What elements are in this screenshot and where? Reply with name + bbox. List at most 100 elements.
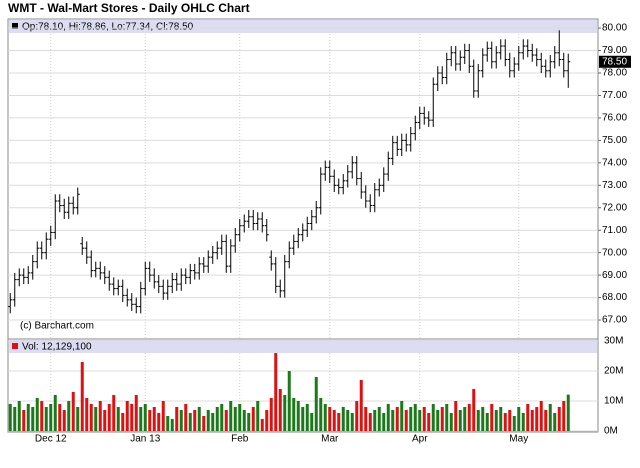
- volume-bar: [553, 413, 557, 431]
- volume-bar: [224, 410, 228, 431]
- volume-bar: [490, 404, 494, 431]
- volume-bar: [256, 401, 260, 431]
- marks: 78.50: [8, 30, 631, 431]
- volume-bar: [409, 407, 413, 431]
- x-tick-label: May: [509, 434, 528, 445]
- volume-bar: [481, 407, 485, 431]
- price-legend-band: [9, 20, 597, 33]
- volume-bar: [247, 413, 251, 431]
- volume-bar: [332, 410, 336, 431]
- volume-bar: [188, 413, 192, 431]
- volume-bar: [125, 401, 129, 431]
- volume-bar: [233, 407, 237, 431]
- volume-bar: [427, 413, 431, 431]
- volume-bar: [467, 404, 471, 431]
- volume-bar: [499, 407, 503, 431]
- volume-bar: [535, 407, 539, 431]
- volume-bar: [98, 401, 102, 431]
- volume-bar: [26, 404, 30, 431]
- volume-tick-label: 30M: [604, 336, 623, 347]
- volume-bar: [386, 404, 390, 431]
- volume-bar: [103, 410, 107, 431]
- volume-bar: [283, 395, 287, 431]
- volume-bar: [508, 410, 512, 431]
- volume-bar: [76, 407, 80, 431]
- volume-bar: [562, 401, 566, 431]
- volume-bar: [512, 416, 516, 431]
- volume-tick-label: 0M: [604, 426, 618, 437]
- volume-tick-label: 10M: [604, 396, 623, 407]
- volume-bar: [400, 401, 404, 431]
- y-tick-label: 77.00: [602, 90, 627, 101]
- volume-bar: [328, 407, 332, 431]
- volume-bar: [121, 413, 125, 431]
- volume-bar: [269, 398, 273, 431]
- last-price-label: 78.50: [602, 56, 627, 67]
- volume-bar: [215, 407, 219, 431]
- volume-bar: [359, 380, 363, 431]
- volume-bar: [143, 404, 147, 431]
- volume-bar: [166, 416, 170, 431]
- volume-bar: [445, 404, 449, 431]
- volume-bar: [8, 404, 12, 431]
- volume-bar: [229, 401, 233, 431]
- volume-legend: Vol: 12,129,100: [22, 342, 92, 353]
- volume-bar: [364, 407, 368, 431]
- volume-bar: [53, 395, 57, 431]
- volume-bar: [341, 407, 345, 431]
- y-tick-label: 71.00: [602, 225, 627, 236]
- volume-bar: [368, 413, 372, 431]
- volume-bar: [355, 401, 359, 431]
- volume-bar: [157, 413, 161, 431]
- volume-bar: [71, 392, 75, 431]
- volume-bar: [458, 410, 462, 431]
- volume-bar: [85, 398, 89, 431]
- volume-bar: [292, 398, 296, 431]
- volume-bar: [395, 407, 399, 431]
- legend-swatch: [12, 23, 18, 29]
- x-tick-label: Apr: [412, 434, 428, 445]
- volume-bar: [260, 419, 264, 431]
- copyright: (c) Barchart.com: [20, 321, 94, 332]
- volume-bar: [13, 407, 17, 431]
- volume-bar: [503, 413, 507, 431]
- volume-bar: [373, 410, 377, 431]
- volume-bar: [346, 410, 350, 431]
- volume-bar: [202, 416, 206, 431]
- y-tick-label: 73.00: [602, 180, 627, 191]
- volume-bar: [418, 410, 422, 431]
- y-tick-label: 75.00: [602, 135, 627, 146]
- volume-bar: [265, 410, 269, 431]
- volume-bar: [80, 362, 84, 431]
- volume-bar: [94, 407, 98, 431]
- volume-bar: [184, 404, 188, 431]
- x-tick-label: Feb: [231, 434, 249, 445]
- volume-bar: [449, 413, 453, 431]
- volume-bar: [211, 413, 215, 431]
- volume-bar: [49, 404, 53, 431]
- volume-bar: [242, 410, 246, 431]
- volume-bar: [526, 404, 530, 431]
- volume-bar: [404, 410, 408, 431]
- volume-bar: [391, 410, 395, 431]
- volume-bar: [31, 407, 35, 431]
- volume-bar: [337, 413, 341, 431]
- volume-bar: [314, 377, 318, 431]
- volume-bar: [130, 404, 134, 431]
- volume-bar: [278, 389, 282, 431]
- volume-bar: [175, 407, 179, 431]
- volume-bar: [566, 394, 570, 431]
- volume-bar: [544, 410, 548, 431]
- y-tick-label: 74.00: [602, 157, 627, 168]
- volume-legend-band: [9, 340, 597, 353]
- volume-bar: [17, 401, 21, 431]
- volume-bar: [40, 401, 44, 431]
- y-tick-label: 72.00: [602, 202, 627, 213]
- volume-bar: [517, 407, 521, 431]
- volume-bar: [22, 410, 26, 431]
- volume-bar: [301, 407, 305, 431]
- last-price-box: [599, 55, 631, 68]
- volume-bar: [557, 407, 561, 431]
- legend-swatch: [12, 343, 18, 349]
